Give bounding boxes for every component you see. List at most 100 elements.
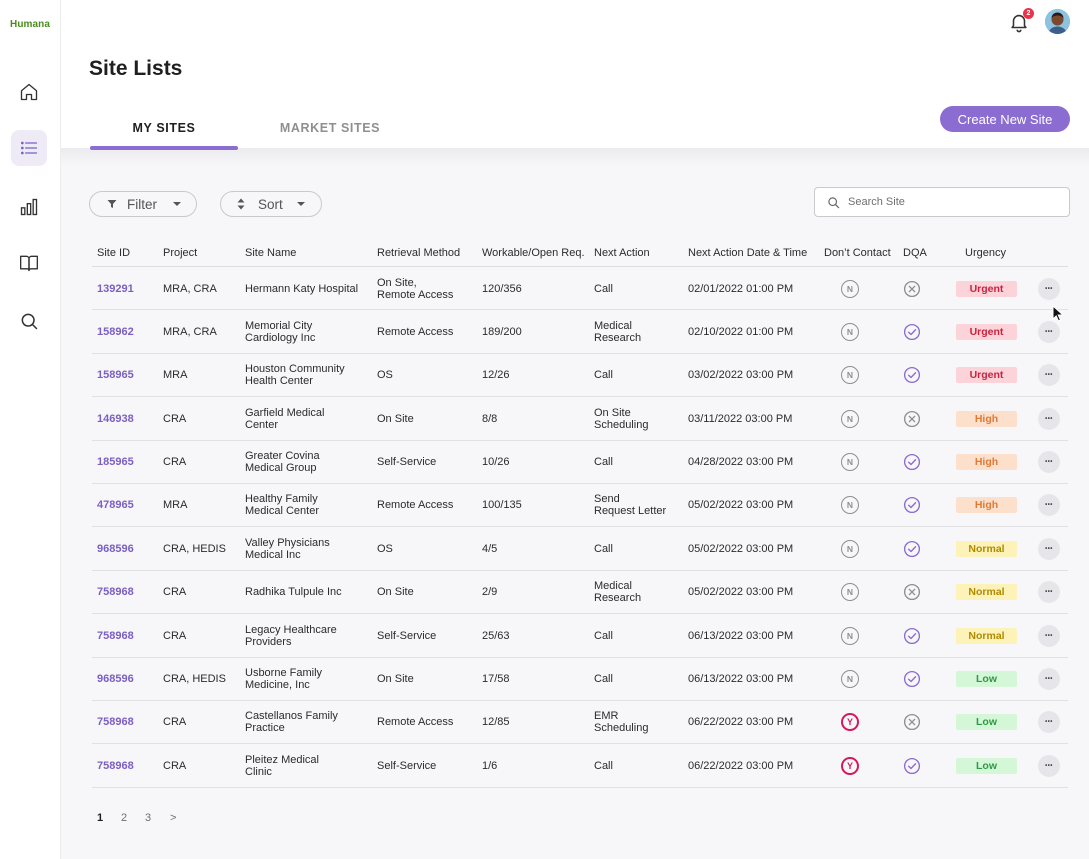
- check-circle-icon: [903, 367, 921, 384]
- site-name-cell-line: Houston Community: [245, 363, 345, 376]
- nav-home[interactable]: [11, 74, 47, 110]
- table-row[interactable]: 758968 CRA Castellanos Family Practice Remot…: [92, 701, 1068, 745]
- table-row[interactable]: 146938 CRA Garfield Medical Center On Site 8/…: [92, 397, 1068, 441]
- col-retrieval-method[interactable]: Retrieval Method: [377, 247, 461, 259]
- retrieval-method-cell-line: Remote Access: [377, 325, 454, 338]
- next-action-cell-line: Call: [594, 282, 613, 295]
- dqa-cell: [903, 527, 921, 570]
- table-row[interactable]: 968596 CRA, HEDIS Valley Physicians Medical…: [92, 527, 1068, 571]
- next-action-cell: Call: [594, 527, 613, 570]
- col-urgency[interactable]: Urgency: [965, 247, 1006, 259]
- dont-contact-yes-badge: Y: [841, 756, 859, 775]
- next-action-cell-line: Medical: [594, 580, 632, 593]
- site-id-link[interactable]: 968596: [97, 673, 134, 686]
- site-id-link[interactable]: 146938: [97, 412, 134, 425]
- col-project[interactable]: Project: [163, 247, 198, 259]
- more-options-icon[interactable]: •••: [1038, 624, 1060, 647]
- more-options-icon[interactable]: •••: [1038, 711, 1060, 734]
- nav-docs[interactable]: [11, 245, 47, 281]
- tab-my-sites[interactable]: MY SITES: [132, 120, 196, 135]
- dqa-cell: [903, 441, 921, 484]
- col-next-action[interactable]: Next Action: [594, 247, 650, 259]
- col-dqa[interactable]: DQA: [903, 247, 927, 259]
- site-id-link[interactable]: 758968: [97, 586, 134, 599]
- home-icon: [20, 83, 38, 101]
- filter-label: Filter: [127, 196, 157, 212]
- site-name-cell: Usborne Family Medicine, Inc: [245, 658, 322, 701]
- more-options-icon[interactable]: •••: [1038, 494, 1060, 517]
- retrieval-method-cell-line: Remote Access: [377, 499, 454, 512]
- site-id-link[interactable]: 185965: [97, 456, 134, 469]
- site-id-link[interactable]: 968596: [97, 542, 134, 555]
- site-id-link[interactable]: 478965: [97, 499, 134, 512]
- x-circle-icon: [903, 410, 921, 427]
- site-name-cell: Castellanos Family Practice: [245, 701, 338, 744]
- urgency-cell: Normal: [956, 571, 1017, 614]
- nav-site-lists[interactable]: [11, 130, 47, 166]
- more-options-icon[interactable]: •••: [1038, 364, 1060, 387]
- user-avatar-icon: [1045, 9, 1070, 34]
- humana-logo[interactable]: Humana: [10, 19, 51, 30]
- workable-open-cell: 8/8: [482, 412, 498, 425]
- col-site-name[interactable]: Site Name: [245, 247, 297, 259]
- table-row[interactable]: 758968 CRA Radhika Tulpule Inc On Site 2/9 Me…: [92, 571, 1068, 615]
- more-options-icon[interactable]: •••: [1038, 668, 1060, 691]
- col-workable-open[interactable]: Workable/Open Req.: [482, 247, 585, 259]
- table-row[interactable]: 158962 MRA, CRA Memorial City Cardiology In…: [92, 310, 1068, 354]
- search-input[interactable]: [848, 196, 1048, 208]
- site-name-cell-line: Castellanos Family: [245, 710, 338, 723]
- nav-search[interactable]: [11, 303, 47, 339]
- site-id-link[interactable]: 758968: [97, 716, 134, 729]
- search-box[interactable]: [814, 187, 1070, 217]
- col-site-id[interactable]: Site ID: [97, 247, 131, 259]
- create-new-site-button[interactable]: Create New Site: [940, 106, 1070, 132]
- workable-open-cell: 189/200: [482, 325, 522, 338]
- table-row[interactable]: 968596 CRA, HEDIS Usborne Family Medicine, …: [92, 658, 1068, 701]
- search-icon: [21, 313, 38, 330]
- more-options-icon[interactable]: •••: [1038, 320, 1060, 343]
- urgency-cell: High: [956, 441, 1017, 484]
- tab-market-sites[interactable]: MARKET SITES: [279, 120, 381, 135]
- sort-label: Sort: [258, 196, 283, 212]
- col-next-action-date[interactable]: Next Action Date & Time: [688, 247, 808, 259]
- table-row[interactable]: 758968 CRA Legacy Healthcare Providers Self-…: [92, 614, 1068, 658]
- site-id-link[interactable]: 758968: [97, 629, 134, 642]
- page-next[interactable]: >: [170, 812, 177, 824]
- site-name-cell-line: Medical Group: [245, 462, 317, 475]
- filter-button[interactable]: Filter: [89, 191, 197, 217]
- table-row[interactable]: 758968 CRA Pleitez Medical Clinic Self-Servi…: [92, 744, 1068, 788]
- site-name-cell-line: Valley Physicians: [245, 536, 330, 549]
- more-options-icon[interactable]: •••: [1038, 451, 1060, 474]
- site-name-cell: Garfield Medical Center: [245, 397, 324, 440]
- urgency-badge: Normal: [956, 584, 1017, 601]
- retrieval-method-cell: Self-Service: [377, 744, 436, 787]
- more-options-icon[interactable]: •••: [1038, 581, 1060, 604]
- tab-active-indicator: [90, 146, 238, 150]
- table-row[interactable]: 185965 CRA Greater Covina Medical Group Self…: [92, 441, 1068, 484]
- more-options-icon[interactable]: •••: [1038, 277, 1060, 300]
- urgency-badge: High: [956, 497, 1017, 514]
- more-options-icon[interactable]: •••: [1038, 537, 1060, 560]
- retrieval-method-cell: OS: [377, 527, 393, 570]
- bell-icon[interactable]: [1008, 11, 1030, 33]
- site-id-link[interactable]: 758968: [97, 759, 134, 772]
- avatar[interactable]: [1045, 9, 1070, 34]
- retrieval-method-cell-line: Remote Access: [377, 288, 454, 301]
- site-id-link[interactable]: 158962: [97, 325, 134, 338]
- site-id-link[interactable]: 139291: [97, 282, 134, 295]
- site-id-link[interactable]: 158965: [97, 369, 134, 382]
- more-options-icon[interactable]: •••: [1038, 407, 1060, 430]
- page-1[interactable]: 1: [97, 812, 104, 824]
- col-dont-contact[interactable]: Don’t Contact: [824, 247, 891, 259]
- next-action-cell: On Site Scheduling: [594, 397, 648, 440]
- more-options-icon[interactable]: •••: [1038, 754, 1060, 777]
- page-3[interactable]: 3: [145, 812, 152, 824]
- page-2[interactable]: 2: [121, 812, 128, 824]
- table-row[interactable]: 158965 MRA Houston Community Health Center O…: [92, 354, 1068, 398]
- urgency-badge: Low: [956, 714, 1017, 731]
- table-row[interactable]: 478965 MRA Healthy Family Medical Center Rem…: [92, 484, 1068, 528]
- sort-button[interactable]: Sort: [220, 191, 322, 217]
- nav-analytics[interactable]: [11, 189, 47, 225]
- table-row[interactable]: 139291 MRA, CRA Hermann Katy Hospital On Si…: [92, 267, 1068, 311]
- notification-badge: 2: [1023, 8, 1034, 19]
